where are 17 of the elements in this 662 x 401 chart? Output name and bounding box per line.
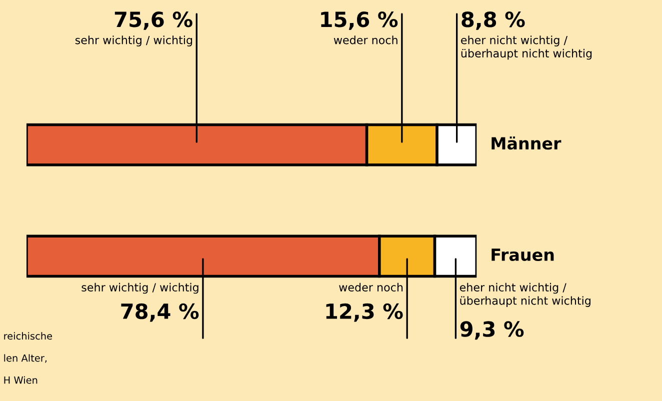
text: reichische	[4, 332, 52, 340]
text: weder noch	[334, 36, 398, 44]
text: len Alter,	[4, 354, 47, 363]
series-label: weder noch	[339, 282, 403, 292]
data-label: 9,3 %	[460, 321, 524, 340]
y-tick-label: Männer	[492, 136, 562, 150]
data-label: 15,6 %	[321, 12, 398, 30]
data-label: 78,4 %	[121, 303, 199, 322]
text: sehr wichtig / wichtig	[75, 36, 192, 46]
text: eher nicht wichtig / überhaupt nicht wichtig	[461, 36, 592, 60]
data-label: 12,3 %	[326, 303, 403, 322]
series-label: eher nicht wichtig / überhaupt nicht wichtig	[460, 282, 590, 307]
text: H Wien	[4, 376, 38, 384]
y-tick-label: Frauen	[492, 248, 554, 262]
data-label: 8,8 %	[462, 12, 525, 30]
series-label: sehr wichtig / wichtig	[82, 282, 198, 294]
data-label: 75,6 %	[114, 12, 192, 30]
